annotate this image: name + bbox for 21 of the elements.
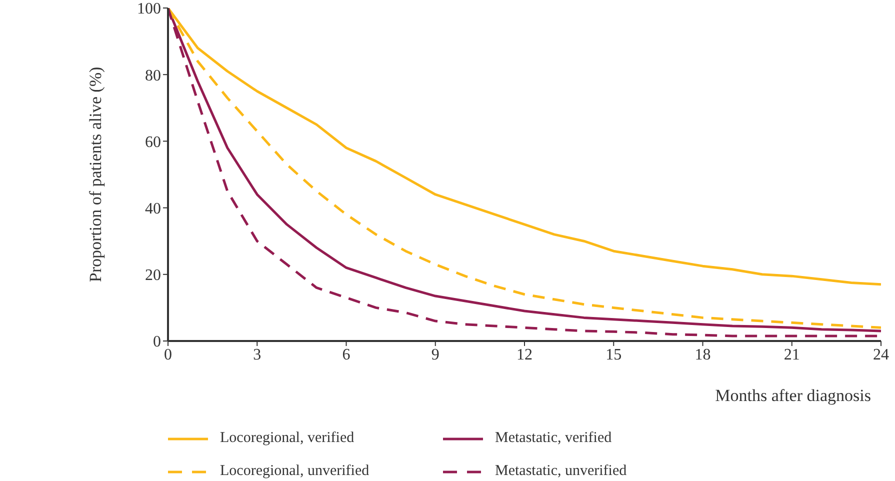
x-tick-label: 3 [253,346,262,364]
x-tick-label: 9 [431,346,440,364]
y-tick-label: 0 [153,334,161,351]
x-tick-label: 24 [873,346,889,364]
x-tick-label: 6 [342,346,350,364]
y-axis-title: Proportion of patients alive (%) [86,66,106,282]
y-tick-label: 20 [145,267,161,284]
legend-label: Metastatic, verified [495,430,612,447]
x-tick-label: 12 [516,346,532,364]
x-axis-title: Months after diagnosis [715,386,871,405]
x-tick-label: 21 [784,346,800,364]
legend-label: Locoregional, unverified [220,463,370,480]
y-tick-label: 60 [145,134,161,151]
x-tick-label: 0 [164,346,172,364]
y-tick-label: 40 [145,200,161,218]
legend-label: Locoregional, verified [220,430,354,447]
legend-label: Metastatic, unverified [495,463,627,480]
y-tick-label: 100 [137,0,161,18]
x-tick-label: 15 [606,346,622,364]
x-tick-label: 18 [694,346,711,364]
y-tick-label: 80 [145,67,161,84]
